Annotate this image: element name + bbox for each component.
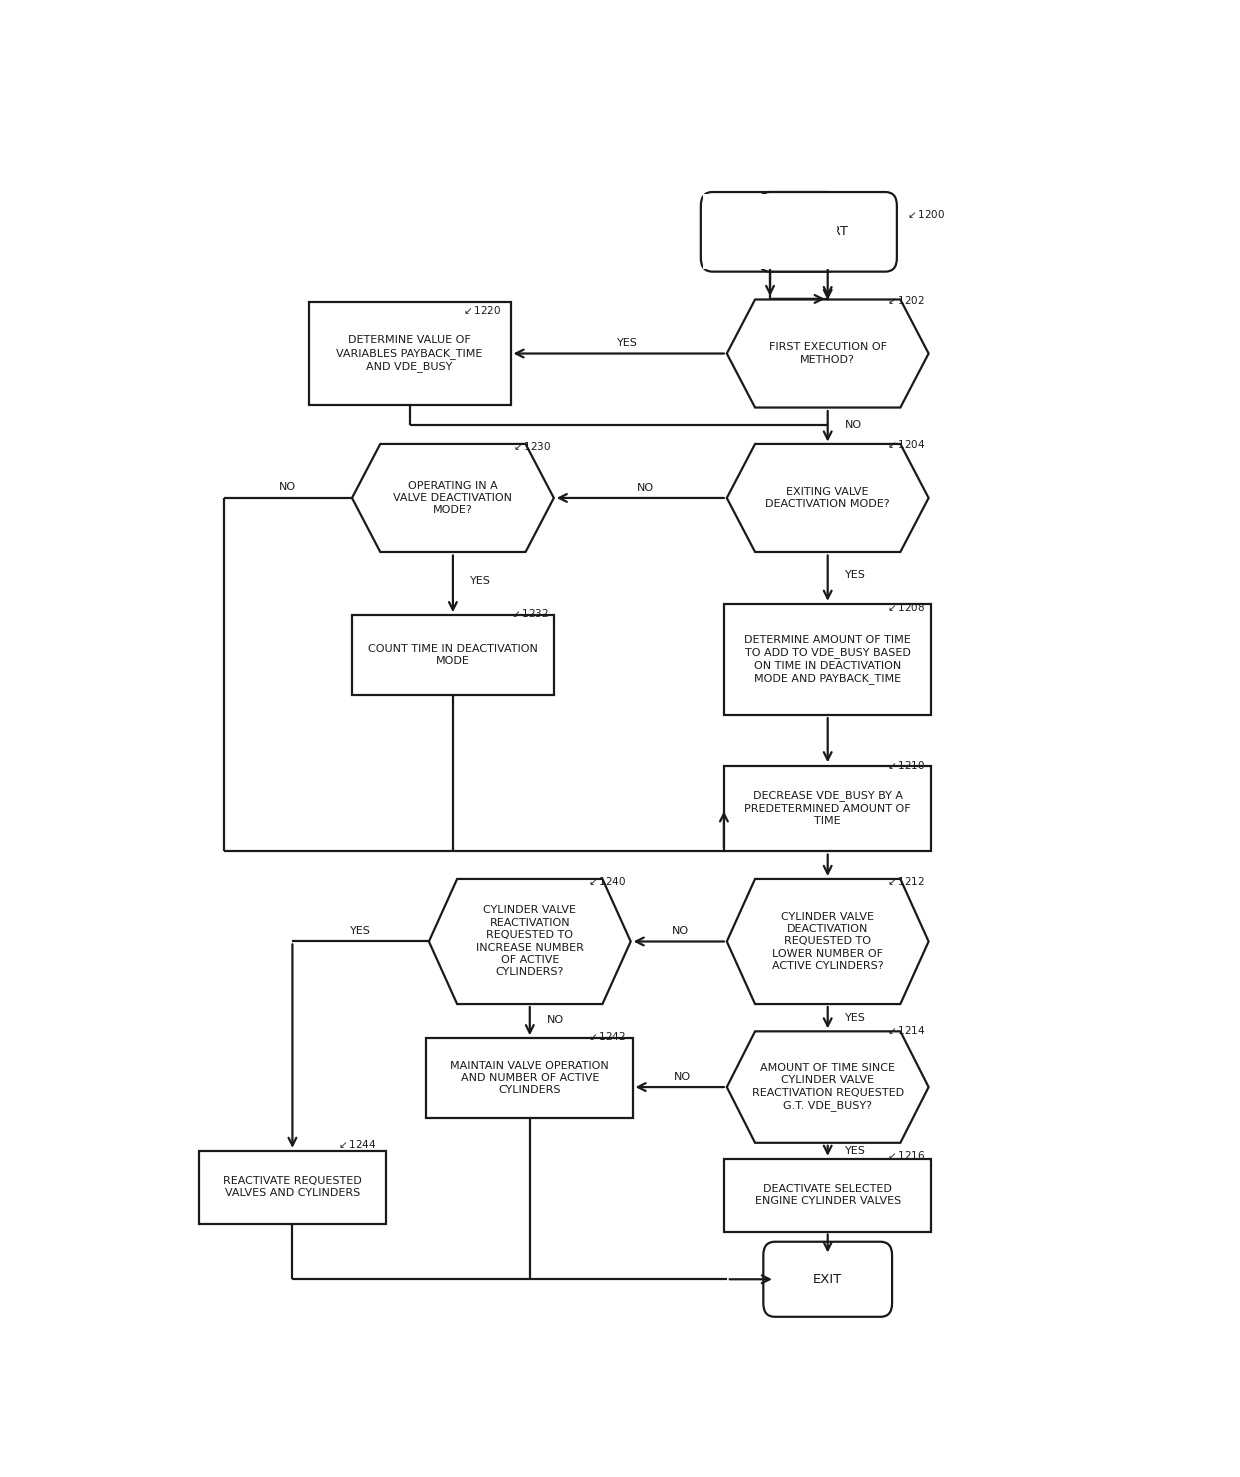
Text: START: START xyxy=(750,226,790,238)
Polygon shape xyxy=(727,300,929,408)
FancyBboxPatch shape xyxy=(701,192,839,272)
Text: NO: NO xyxy=(844,419,862,430)
Bar xyxy=(352,614,554,694)
Polygon shape xyxy=(727,879,929,1004)
Text: $\swarrow$1244: $\swarrow$1244 xyxy=(336,1137,376,1149)
Text: $\swarrow$1230: $\swarrow$1230 xyxy=(511,440,551,452)
Text: NO: NO xyxy=(547,1015,564,1025)
Text: NO: NO xyxy=(636,483,653,493)
Polygon shape xyxy=(727,1031,929,1143)
Bar xyxy=(427,1038,634,1118)
Text: YES: YES xyxy=(844,1013,866,1022)
Text: DECREASE VDE_BUSY BY A
PREDETERMINED AMOUNT OF
TIME: DECREASE VDE_BUSY BY A PREDETERMINED AMO… xyxy=(744,790,911,826)
Text: NO: NO xyxy=(672,926,689,936)
Text: $\swarrow$1204: $\swarrow$1204 xyxy=(885,439,926,450)
Text: CYLINDER VALVE
DEACTIVATION
REQUESTED TO
LOWER NUMBER OF
ACTIVE CYLINDERS?: CYLINDER VALVE DEACTIVATION REQUESTED TO… xyxy=(771,911,884,972)
Text: YES: YES xyxy=(844,1146,866,1156)
Text: OPERATING IN A
VALVE DEACTIVATION
MODE?: OPERATING IN A VALVE DEACTIVATION MODE? xyxy=(393,480,512,515)
Text: START: START xyxy=(807,226,848,238)
Text: MAINTAIN VALVE OPERATION
AND NUMBER OF ACTIVE
CYLINDERS: MAINTAIN VALVE OPERATION AND NUMBER OF A… xyxy=(450,1060,609,1096)
Text: CYLINDER VALVE
REACTIVATION
REQUESTED TO
INCREASE NUMBER
OF ACTIVE
CYLINDERS?: CYLINDER VALVE REACTIVATION REQUESTED TO… xyxy=(476,905,584,978)
Text: YES: YES xyxy=(470,576,491,586)
Text: $\swarrow$1208: $\swarrow$1208 xyxy=(885,601,926,613)
Text: $\swarrow$1216: $\swarrow$1216 xyxy=(885,1149,926,1161)
Text: YES: YES xyxy=(618,338,639,349)
Text: NO: NO xyxy=(279,482,296,492)
Text: FIRST EXECUTION OF
METHOD?: FIRST EXECUTION OF METHOD? xyxy=(769,343,887,365)
Text: $\swarrow$1242: $\swarrow$1242 xyxy=(585,1029,626,1041)
Bar xyxy=(724,1159,931,1232)
Polygon shape xyxy=(727,445,929,552)
Text: $\swarrow$1212: $\swarrow$1212 xyxy=(885,874,925,886)
Text: DETERMINE VALUE OF
VARIABLES PAYBACK_TIME
AND VDE_BUSY: DETERMINE VALUE OF VARIABLES PAYBACK_TIM… xyxy=(336,335,482,372)
Text: $\swarrow$1220: $\swarrow$1220 xyxy=(460,304,501,316)
FancyBboxPatch shape xyxy=(759,192,897,272)
Text: NO: NO xyxy=(675,1072,691,1081)
Text: YES: YES xyxy=(844,570,866,580)
Bar xyxy=(724,765,931,851)
Text: DEACTIVATE SELECTED
ENGINE CYLINDER VALVES: DEACTIVATE SELECTED ENGINE CYLINDER VALV… xyxy=(755,1185,900,1207)
Text: EXIT: EXIT xyxy=(813,1273,842,1286)
Text: COUNT TIME IN DEACTIVATION
MODE: COUNT TIME IN DEACTIVATION MODE xyxy=(368,644,538,666)
Bar xyxy=(198,1151,386,1223)
Text: $\swarrow$1232: $\swarrow$1232 xyxy=(508,607,549,619)
Text: REACTIVATE REQUESTED
VALVES AND CYLINDERS: REACTIVATE REQUESTED VALVES AND CYLINDER… xyxy=(223,1176,362,1198)
Text: $\swarrow$1214: $\swarrow$1214 xyxy=(885,1024,926,1035)
Bar xyxy=(309,303,511,405)
FancyBboxPatch shape xyxy=(764,1242,892,1317)
Text: EXITING VALVE
DEACTIVATION MODE?: EXITING VALVE DEACTIVATION MODE? xyxy=(765,487,890,510)
Text: $\swarrow$1210: $\swarrow$1210 xyxy=(885,759,926,771)
Text: $\swarrow$1200: $\swarrow$1200 xyxy=(905,208,945,220)
Text: AMOUNT OF TIME SINCE
CYLINDER VALVE
REACTIVATION REQUESTED
G.T. VDE_BUSY?: AMOUNT OF TIME SINCE CYLINDER VALVE REAC… xyxy=(751,1063,904,1111)
Bar xyxy=(703,195,837,269)
Text: $\swarrow$1202: $\swarrow$1202 xyxy=(885,294,925,306)
Text: DETERMINE AMOUNT OF TIME
TO ADD TO VDE_BUSY BASED
ON TIME IN DEACTIVATION
MODE A: DETERMINE AMOUNT OF TIME TO ADD TO VDE_B… xyxy=(744,635,911,684)
Text: YES: YES xyxy=(350,926,371,936)
Text: $\swarrow$1240: $\swarrow$1240 xyxy=(587,874,627,886)
Polygon shape xyxy=(429,879,631,1004)
Bar xyxy=(724,604,931,715)
Polygon shape xyxy=(352,445,554,552)
